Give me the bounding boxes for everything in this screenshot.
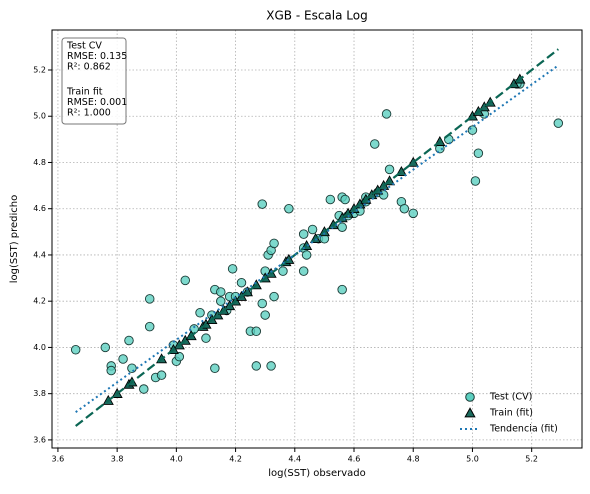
x-tick-label: 4.8 [407, 455, 420, 464]
test-point [201, 333, 211, 343]
test-point [278, 266, 288, 276]
test-point [470, 176, 481, 186]
legend-marker [464, 407, 476, 418]
x-axis-label: log(SST) observado [268, 468, 365, 479]
annotation-text: RMSE: 0.001 [67, 97, 127, 108]
test-point [325, 194, 336, 205]
test-point [174, 351, 185, 362]
test-point [399, 203, 410, 214]
annotation-box [61, 37, 127, 125]
annotation-text: Train fit [66, 87, 103, 98]
x-tick-label: 3.8 [111, 455, 124, 464]
test-point [216, 287, 226, 297]
test-point [307, 224, 318, 235]
test-point [100, 342, 111, 353]
test-point [156, 370, 167, 380]
y-tick-label: 3.6 [33, 435, 46, 444]
y-tick-label: 4.6 [33, 204, 46, 213]
x-tick-label: 4.4 [288, 455, 301, 464]
test-point [70, 344, 81, 355]
y-tick-label: 4.2 [33, 297, 46, 306]
test-point [139, 384, 149, 394]
test-point [369, 139, 380, 149]
test-point [124, 335, 134, 346]
test-point [257, 298, 267, 309]
test-point [251, 361, 262, 371]
test-point [144, 321, 155, 332]
test-point [298, 229, 309, 239]
identity-line [75, 48, 559, 427]
test-point [408, 208, 418, 219]
test-point [381, 109, 392, 119]
test-point [144, 294, 155, 304]
legend-marker [465, 392, 475, 402]
annotation-text: RMSE: 0.135 [67, 51, 127, 62]
test-point [180, 275, 190, 286]
legend-label: Train (fit) [489, 408, 533, 419]
test-point [269, 291, 279, 302]
annotation-text: R²: 1.000 [67, 108, 111, 119]
annotation-text: R²: 0.862 [67, 62, 111, 73]
test-point [384, 164, 395, 175]
test-point [210, 363, 220, 373]
legend-label: Tendencia (fit) [489, 424, 558, 435]
test-point [473, 148, 484, 158]
test-point [236, 277, 247, 288]
test-point [298, 266, 309, 276]
test-point [337, 284, 347, 295]
test-point [266, 361, 276, 371]
legend-label: Test (CV) [489, 392, 532, 403]
x-tick-label: 5.0 [466, 455, 479, 464]
x-tick-label: 5.2 [525, 455, 538, 464]
test-point [257, 199, 267, 209]
test-point [127, 363, 137, 373]
chart-title: XGB - Escala Log [266, 9, 367, 23]
y-tick-label: 5.0 [33, 112, 46, 121]
y-tick-label: 4.0 [33, 343, 46, 352]
test-point [106, 365, 116, 376]
test-point [467, 125, 478, 135]
x-tick-label: 4.6 [348, 455, 361, 464]
y-axis-label: log(SST) predicho [9, 195, 20, 284]
test-point [118, 354, 128, 364]
test-point [216, 296, 226, 306]
test-point [284, 203, 294, 214]
test-point [340, 194, 350, 205]
x-tick-label: 4.2 [229, 455, 242, 464]
test-point [553, 118, 564, 128]
test-point [251, 326, 262, 336]
test-point [337, 222, 347, 232]
y-tick-label: 5.2 [33, 65, 46, 74]
y-tick-label: 4.4 [33, 250, 46, 259]
x-tick-label: 4.0 [170, 455, 183, 464]
annotation-text: Test CV [66, 41, 102, 52]
test-point [269, 238, 279, 249]
y-tick-label: 4.8 [33, 158, 46, 167]
test-point [260, 310, 270, 320]
trend-line [75, 64, 559, 413]
x-tick-label: 3.6 [52, 455, 65, 464]
test-point [195, 308, 205, 318]
test-point [227, 264, 238, 274]
y-tick-label: 3.8 [33, 389, 46, 398]
plot-frame [51, 29, 583, 449]
test-point [301, 250, 312, 260]
